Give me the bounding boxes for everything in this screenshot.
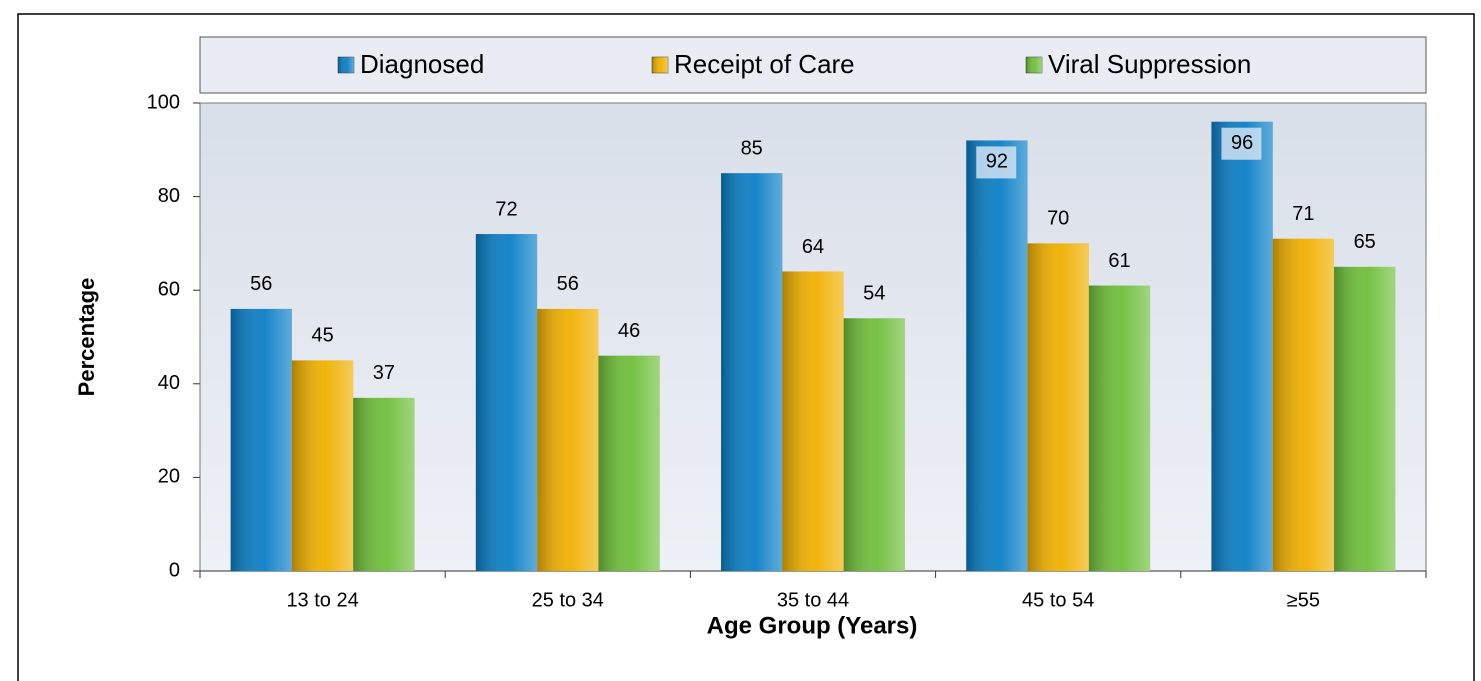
x-tick-label: ≥55 [1287, 589, 1320, 611]
y-axis-label: Percentage [74, 278, 99, 397]
x-tick-label: 45 to 54 [1022, 589, 1094, 611]
data-label: 70 [1047, 208, 1069, 230]
data-label: 56 [250, 273, 272, 295]
y-tick-label: 60 [158, 278, 180, 300]
y-tick-label: 20 [158, 466, 180, 488]
data-label: 61 [1108, 250, 1130, 272]
bar-shine [1334, 266, 1396, 571]
data-label: 65 [1354, 231, 1376, 253]
data-label: 46 [618, 320, 640, 342]
bar-shine [843, 318, 905, 571]
bar-shine [353, 397, 415, 571]
y-tick-label: 100 [147, 91, 180, 113]
data-label: 85 [741, 137, 763, 159]
y-tick-label: 80 [158, 185, 180, 207]
data-label: 45 [311, 325, 333, 347]
bar-shine [1211, 121, 1273, 571]
legend-swatch-shine [1026, 57, 1042, 73]
data-label: 71 [1292, 203, 1314, 225]
data-label: 92 [986, 151, 1008, 173]
x-tick-label: 13 to 24 [286, 589, 358, 611]
legend-swatch-shine [652, 57, 668, 73]
bar-shine [721, 173, 783, 571]
bar-shine [782, 271, 844, 571]
x-tick-label: 35 to 44 [777, 589, 849, 611]
bar-shine [291, 360, 354, 571]
bar-shine [966, 140, 1028, 571]
bar-shine [598, 355, 660, 571]
bar-shine [475, 234, 538, 572]
data-label: 72 [495, 198, 517, 220]
data-label: 54 [863, 283, 885, 305]
legend-label: Viral Suppression [1048, 49, 1251, 79]
data-label: 64 [802, 236, 824, 258]
x-tick-label: 25 to 34 [532, 589, 604, 611]
frame [17, 13, 1475, 681]
legend-box [199, 36, 1427, 94]
data-label-bg [976, 146, 1017, 179]
y-tick-label: 40 [158, 372, 180, 394]
data-label-bg [1221, 127, 1262, 160]
bar-shine [537, 308, 599, 571]
data-label: 96 [1231, 132, 1253, 154]
bar-shine [1272, 238, 1335, 571]
legend-label: Receipt of Care [674, 49, 855, 79]
bar-shine [1027, 243, 1089, 571]
data-label: 37 [373, 362, 395, 384]
bar-shine [230, 308, 292, 571]
y-tick-label: 0 [169, 559, 180, 581]
legend-swatch-shine [338, 57, 354, 73]
x-axis-label: Age Group (Years) [707, 612, 918, 639]
legend-label: Diagnosed [360, 49, 484, 79]
data-label: 56 [557, 273, 579, 295]
bar-shine [1088, 285, 1151, 571]
